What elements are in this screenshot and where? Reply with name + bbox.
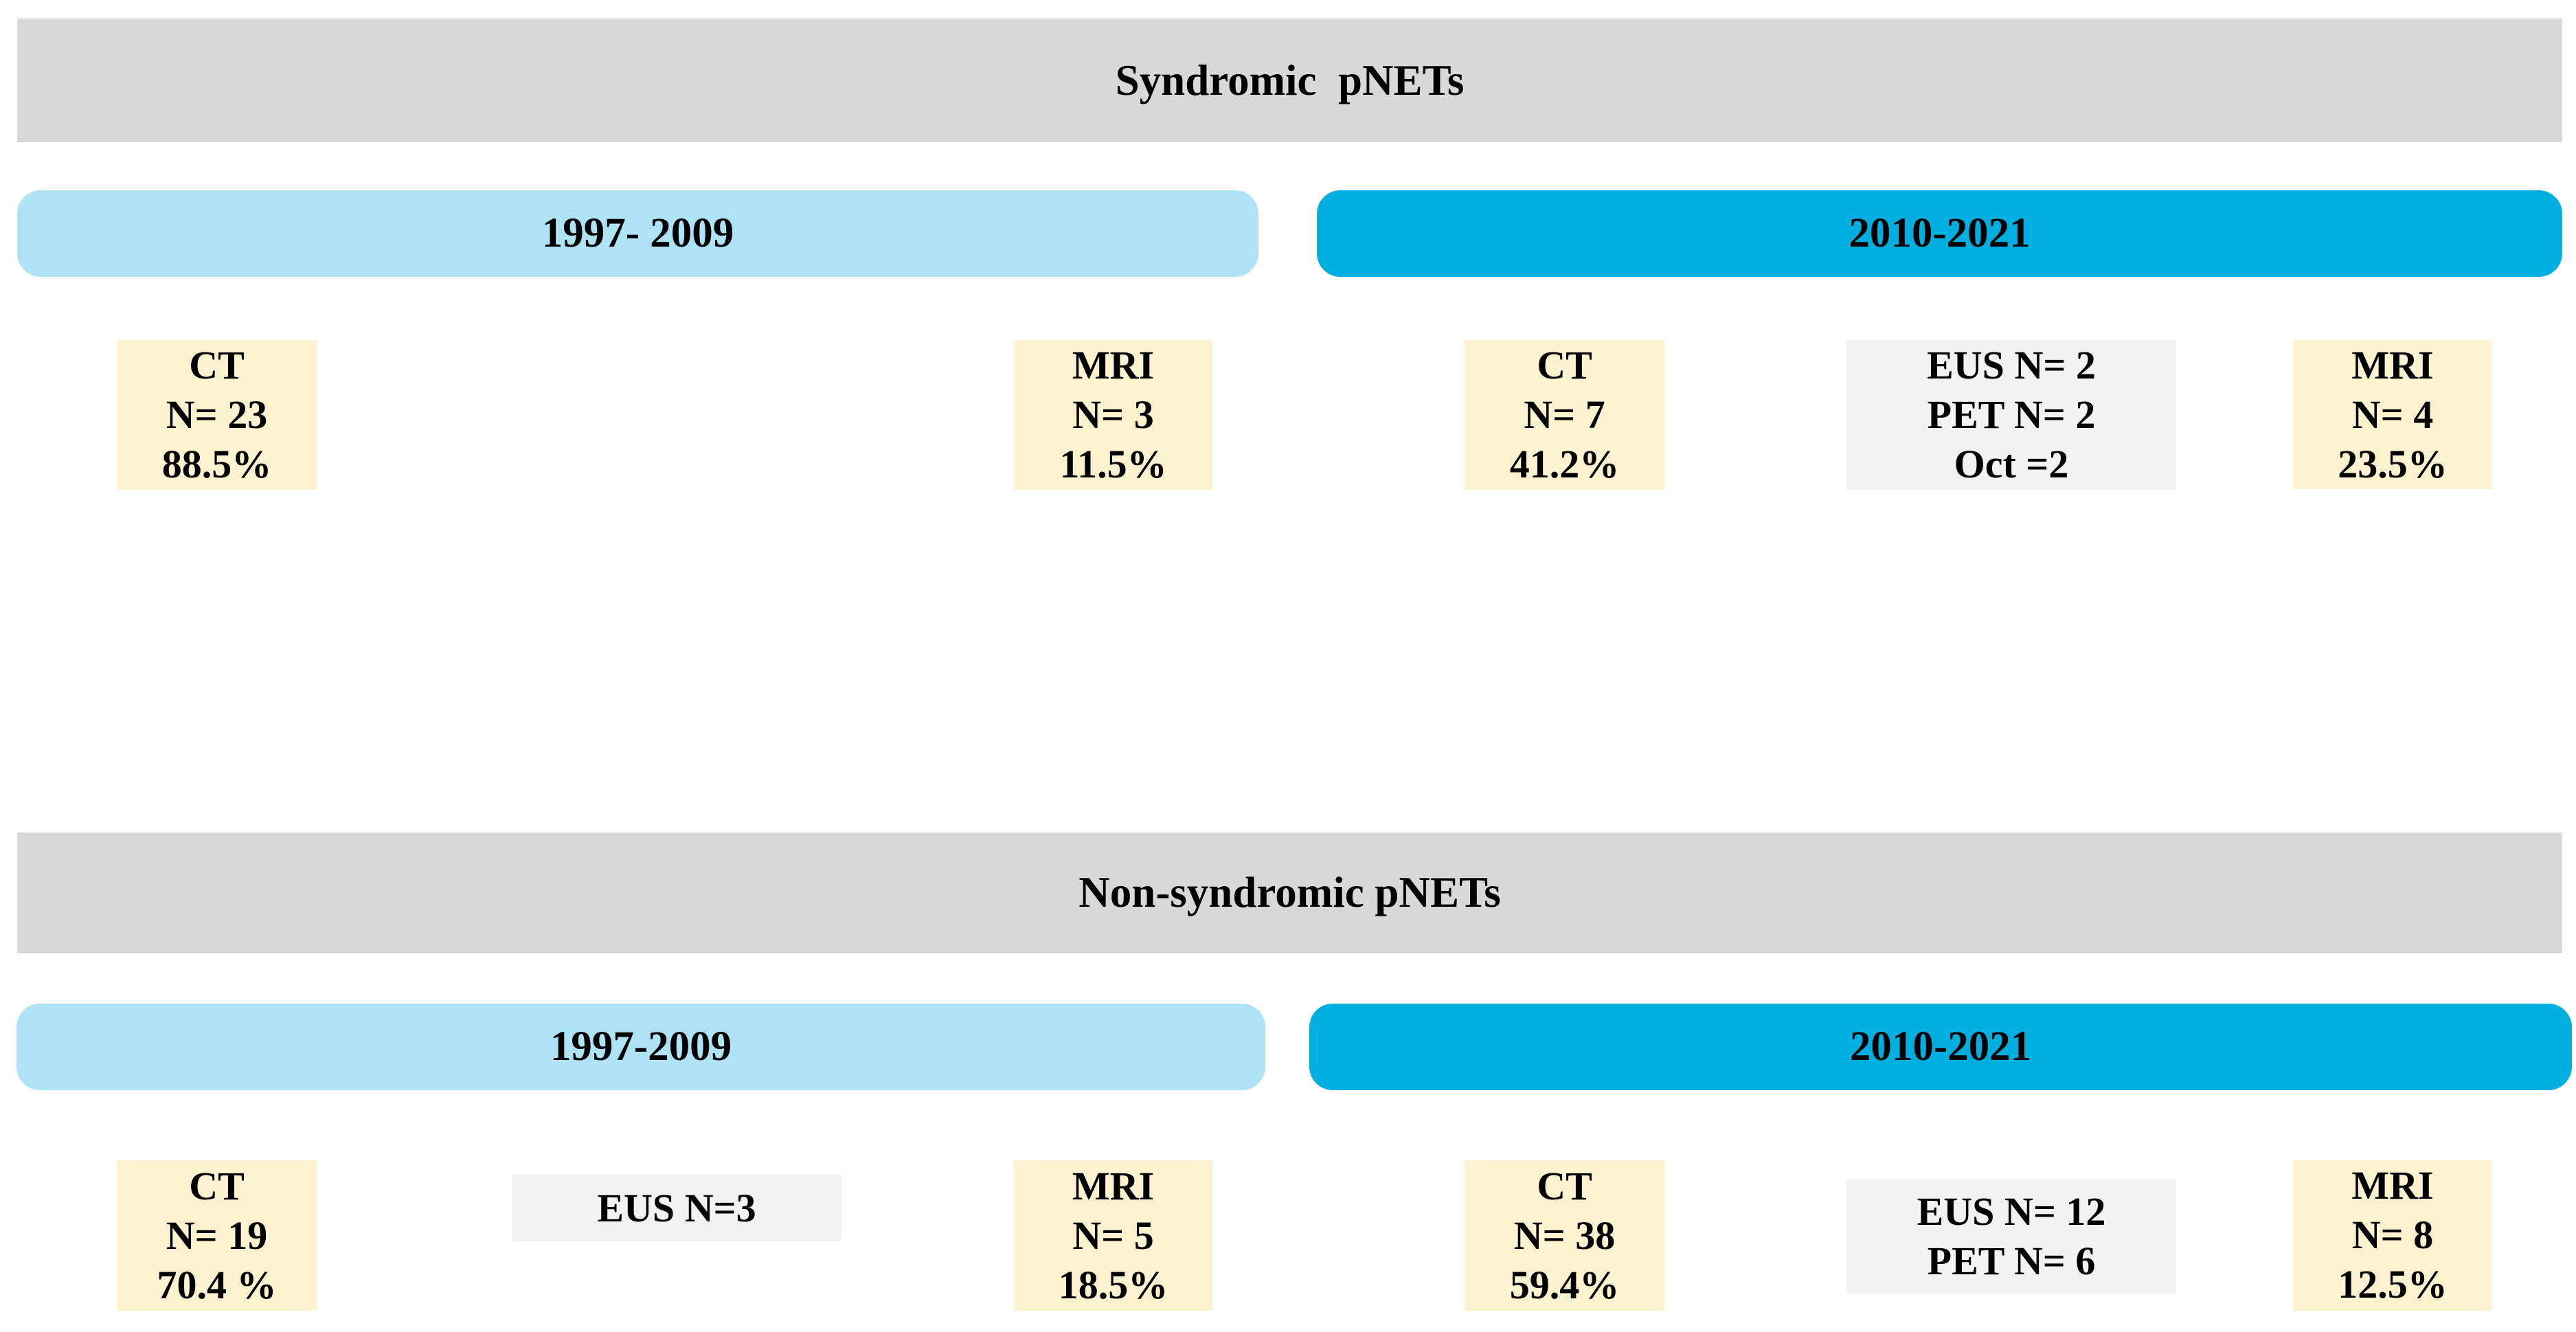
- section-title: Non-syndromic pNETs: [1078, 868, 1501, 916]
- box-line: N= 23: [166, 392, 268, 437]
- box-line: N= 38: [1513, 1212, 1616, 1258]
- box-syndromic-early-mri: MRI N= 3 11.5%: [1014, 340, 1212, 490]
- box-line: CT: [189, 343, 245, 387]
- box-line: MRI: [1072, 1163, 1155, 1208]
- box-line: 59.4%: [1509, 1262, 1620, 1307]
- box-line: MRI: [1072, 343, 1155, 387]
- box-line: CT: [1537, 1163, 1592, 1208]
- box-line: N= 5: [1072, 1212, 1154, 1258]
- box-syndromic-early-ct: CT N= 23 88.5%: [117, 340, 317, 490]
- box-non-syndromic-late-ct: CT N= 38 59.4%: [1465, 1160, 1664, 1311]
- section-title: Syndromic pNETs: [1115, 56, 1465, 104]
- period-label: 1997-2009: [550, 1024, 732, 1070]
- box-line: 11.5%: [1059, 442, 1167, 486]
- box-line: EUS N=3: [597, 1185, 756, 1230]
- box-line: EUS N= 2: [1927, 343, 2096, 387]
- section-header-syndromic: Syndromic pNETs: [17, 19, 2562, 142]
- box-line: 41.2%: [1509, 442, 1620, 486]
- box-syndromic-late-ct: CT N= 7 41.2%: [1465, 340, 1664, 490]
- box-line: 18.5%: [1058, 1262, 1168, 1307]
- box-line: N= 8: [2351, 1212, 2434, 1257]
- box-non-syndromic-early-mri: MRI N= 5 18.5%: [1014, 1160, 1212, 1311]
- box-line: PET N= 2: [1927, 392, 2096, 437]
- box-non-syndromic-late-eus-pet: EUS N= 12 PET N= 6: [1846, 1179, 2176, 1294]
- box-non-syndromic-early-ct: CT N= 19 70.4 %: [117, 1160, 317, 1311]
- box-line: 88.5%: [161, 442, 272, 486]
- period-label: 2010-2021: [1849, 210, 2031, 256]
- period-label: 2010-2021: [1849, 1024, 2032, 1070]
- box-line: 23.5%: [2338, 441, 2448, 486]
- box-line: 12.5%: [2338, 1262, 2448, 1307]
- period-bar-non-syndromic-2010-2021: 2010-2021: [1309, 1004, 2572, 1090]
- box-line: MRI: [2351, 1163, 2434, 1208]
- box-line: 70.4 %: [157, 1262, 277, 1307]
- box-line: EUS N= 12: [1917, 1188, 2106, 1234]
- box-line: Oct =2: [1954, 442, 2069, 486]
- box-syndromic-late-eus-pet-oct: EUS N= 2 PET N= 2 Oct =2: [1846, 340, 2176, 490]
- box-line: CT: [1537, 343, 1592, 387]
- period-label: 1997- 2009: [541, 210, 734, 256]
- box-line: N= 3: [1072, 392, 1154, 437]
- box-line: N= 7: [1524, 392, 1605, 437]
- section-header-non-syndromic: Non-syndromic pNETs: [17, 833, 2562, 953]
- box-line: N= 4: [2351, 392, 2434, 437]
- period-bar-syndromic-2010-2021: 2010-2021: [1317, 190, 2562, 277]
- box-non-syndromic-late-mri: MRI N= 8 12.5%: [2293, 1160, 2492, 1311]
- box-line: MRI: [2351, 342, 2434, 387]
- box-non-syndromic-early-eus: EUS N=3: [512, 1175, 841, 1241]
- box-line: CT: [189, 1163, 245, 1208]
- period-bar-syndromic-1997-2009: 1997- 2009: [17, 190, 1258, 277]
- box-syndromic-late-mri: MRI N= 4 23.5%: [2293, 340, 2492, 489]
- box-line: N= 19: [166, 1212, 268, 1258]
- box-line: PET N= 6: [1927, 1238, 2096, 1283]
- period-bar-non-syndromic-1997-2009: 1997-2009: [16, 1004, 1265, 1090]
